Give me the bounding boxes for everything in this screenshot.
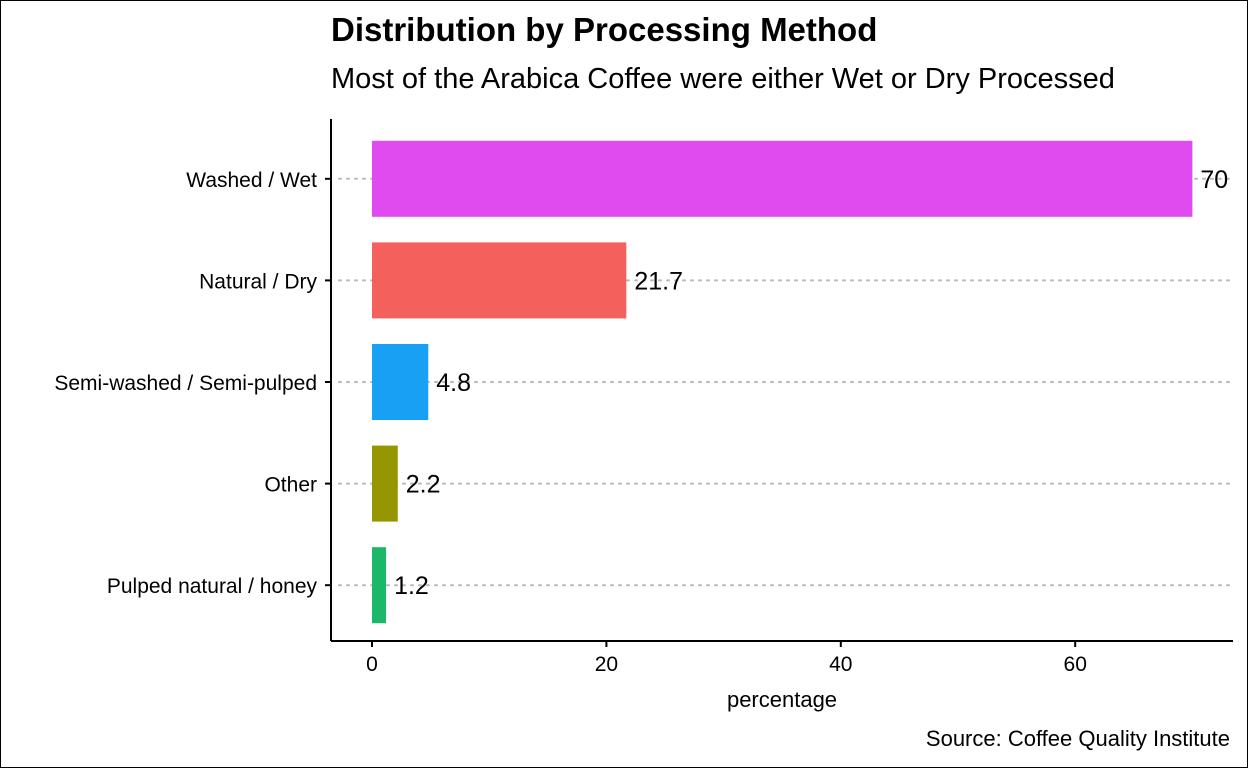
bar (372, 344, 429, 420)
y-tick-label: Pulped natural / honey (107, 575, 318, 598)
data-label: 2.2 (406, 471, 441, 499)
y-tick-label: Washed / Wet (186, 169, 317, 192)
data-labels: 70 21.7 4.8 2.2 1.2 (394, 166, 1228, 600)
data-label: 70 (1200, 166, 1228, 194)
x-tick-label: 40 (829, 653, 852, 676)
y-tick-label: Natural / Dry (199, 270, 317, 293)
x-tick-label: 0 (366, 653, 378, 676)
chart-title: Distribution by Processing Method (331, 11, 878, 48)
chart-caption: Source: Coffee Quality Institute (925, 726, 1230, 751)
x-tick-label: 60 (1064, 653, 1087, 676)
bar (372, 445, 398, 522)
bar (372, 140, 1193, 217)
data-label: 1.2 (394, 572, 429, 600)
y-tick-label: Other (264, 474, 317, 497)
data-label: 21.7 (634, 267, 683, 295)
bars (372, 140, 1193, 624)
data-label: 4.8 (436, 369, 471, 397)
bar (372, 547, 387, 624)
chart-subtitle: Most of the Arabica Coffee were either W… (331, 63, 1115, 95)
x-axis-title: percentage (727, 687, 837, 712)
x-axis-ticks: 0 20 40 60 (366, 641, 1087, 676)
grid-lines (338, 177, 1234, 587)
x-tick-label: 20 (595, 653, 618, 676)
y-axis-ticks: Washed / Wet Natural / Dry Semi-washed / S… (54, 169, 331, 598)
y-tick-label: Semi-washed / Semi-pulped (54, 372, 317, 395)
bar (372, 242, 627, 319)
